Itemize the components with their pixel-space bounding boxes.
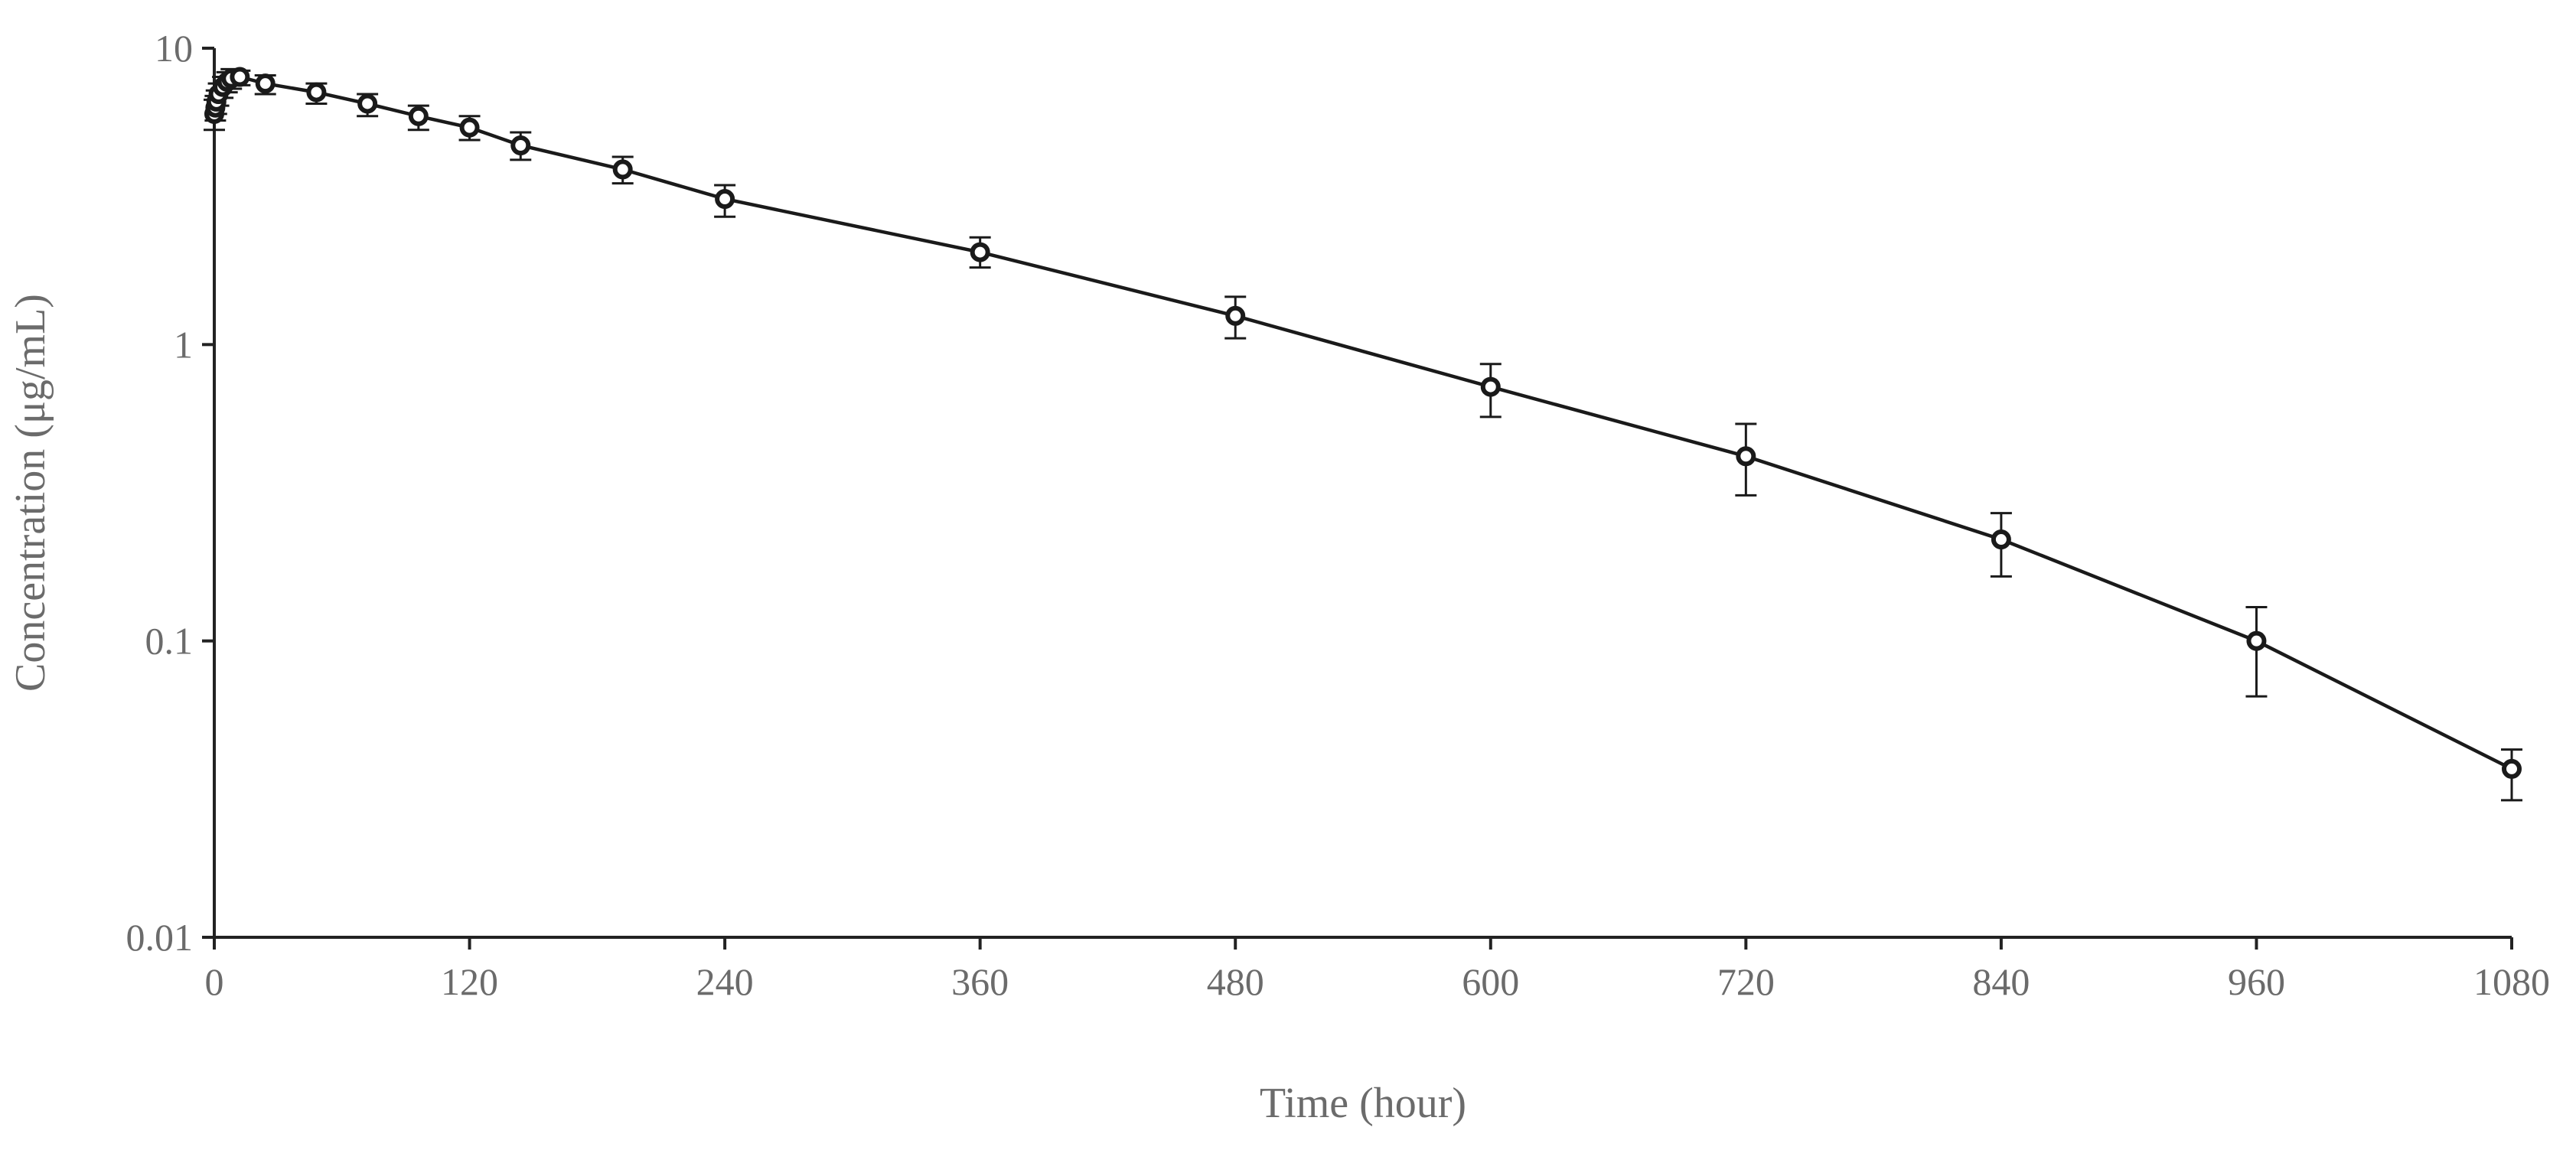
axes	[213, 48, 2512, 939]
data-point	[1736, 446, 1756, 467]
data-point	[510, 135, 531, 156]
y-axis-ticks: 0.01 0.1 1 10	[126, 27, 214, 959]
data-point	[1225, 305, 1246, 326]
x-tick-label: 720	[1717, 960, 1775, 1003]
x-axis-ticks: 0 120 240 360 480 600 720 840 960 1080	[205, 937, 2550, 1003]
series-line	[212, 75, 2513, 770]
x-tick-label: 120	[441, 960, 498, 1003]
y-tick-label: 0.1	[145, 620, 194, 663]
y-axis-title: Concentration (μg/mL)	[7, 294, 54, 692]
data-point	[1991, 529, 2011, 550]
x-tick-label: 480	[1207, 960, 1264, 1003]
data-point	[459, 117, 480, 138]
x-tick-label: 0	[205, 960, 224, 1003]
series-group	[204, 67, 2522, 802]
x-tick-label: 1080	[2473, 960, 2550, 1003]
data-point	[612, 159, 633, 180]
x-tick-label: 600	[1462, 960, 1519, 1003]
x-tick-label: 240	[696, 960, 754, 1003]
data-point	[2502, 758, 2522, 779]
data-point	[357, 93, 378, 114]
data-point	[970, 242, 990, 262]
data-point	[230, 67, 250, 87]
data-point	[408, 106, 429, 126]
data-point	[306, 82, 327, 103]
data-point	[255, 73, 276, 94]
data-point	[715, 189, 735, 210]
x-axis-title: Time (hour)	[1260, 1080, 1466, 1127]
x-tick-label: 960	[2228, 960, 2285, 1003]
y-tick-label: 10	[155, 27, 193, 70]
x-tick-label: 360	[951, 960, 1009, 1003]
y-tick-label: 0.01	[126, 916, 194, 959]
x-tick-label: 840	[1972, 960, 2030, 1003]
data-point	[2246, 630, 2267, 651]
y-tick-label: 1	[174, 323, 193, 366]
data-point	[1480, 376, 1501, 397]
